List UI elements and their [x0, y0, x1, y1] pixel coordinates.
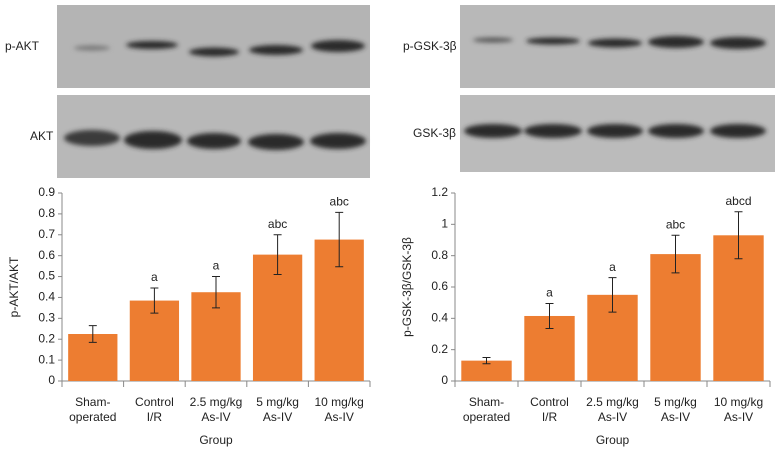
error-bar: [335, 211, 344, 268]
x-axis-label: Group: [199, 433, 233, 447]
y-tick-label: 0.7: [38, 227, 55, 241]
y-tick-label: 0: [48, 373, 55, 387]
blot-right: [460, 5, 775, 172]
x-tick-label: 10 mg/kg As-IV: [713, 395, 764, 424]
y-axis-label: p-GSK-3β/GSK-3β: [400, 237, 414, 337]
significance-label: abc: [268, 217, 287, 231]
significance-label: a: [546, 286, 553, 300]
blot-label: p-GSK-3β: [403, 39, 457, 53]
y-tick-label: 0.6: [38, 248, 55, 262]
y-tick-label: 0: [441, 373, 448, 387]
significance-label: a: [151, 270, 158, 284]
y-tick-label: 0.3: [38, 311, 55, 325]
x-tick-label: Control I/R: [530, 395, 569, 424]
blot-label: AKT: [30, 129, 54, 143]
bar: [252, 254, 303, 381]
x-tick-label: 10 mg/kg As-IV: [314, 395, 364, 424]
error-bar: [734, 211, 743, 260]
significance-label: a: [213, 259, 220, 273]
significance-label: abc: [330, 195, 349, 209]
y-tick-label: 1.2: [431, 185, 448, 199]
y-axis-label: p-AKT/AKT: [7, 256, 21, 317]
error-bar: [273, 234, 282, 275]
error-bar: [482, 357, 491, 365]
error-bar: [545, 302, 554, 330]
error-bar: [671, 234, 680, 274]
blot-label: p-AKT: [5, 39, 40, 53]
error-bar: [212, 276, 220, 309]
y-tick-label: 0.2: [431, 342, 448, 356]
y-tick-label: 0.4: [431, 311, 448, 325]
x-tick-label: Sham- operated: [462, 395, 511, 424]
significance-label: abcd: [725, 194, 751, 208]
x-tick-label: 2.5 mg/kg As-IV: [189, 395, 243, 424]
significance-label: a: [609, 260, 616, 274]
y-tick-label: 1: [441, 217, 448, 231]
bar: [129, 300, 180, 381]
y-tick-label: 0.8: [431, 248, 448, 262]
blot-label: GSK-3β: [413, 126, 456, 140]
y-tick-label: 0.6: [431, 279, 448, 293]
bar: [461, 360, 512, 381]
y-tick-label: 0.4: [38, 290, 55, 304]
y-tick-label: 0.1: [38, 352, 55, 366]
error-bar: [150, 287, 159, 314]
bar: [713, 235, 764, 381]
significance-label: abc: [666, 217, 685, 231]
x-tick-label: 2.5 mg/kg As-IV: [586, 395, 639, 424]
error-bar: [88, 325, 97, 343]
blot-left: [57, 5, 370, 178]
x-tick-label: 5 mg/kg As-IV: [654, 395, 697, 424]
x-tick-label: Sham- operated: [69, 395, 117, 424]
x-tick-label: 5 mg/kg As-IV: [256, 395, 299, 424]
bar: [650, 254, 701, 381]
y-tick-label: 0.9: [38, 185, 55, 199]
y-tick-label: 0.8: [38, 206, 55, 220]
y-tick-label: 0.5: [38, 269, 55, 283]
x-tick-label: Control I/R: [135, 395, 174, 424]
y-tick-label: 0.2: [38, 331, 55, 345]
x-axis-label: Group: [596, 433, 630, 447]
error-bar: [608, 277, 617, 313]
